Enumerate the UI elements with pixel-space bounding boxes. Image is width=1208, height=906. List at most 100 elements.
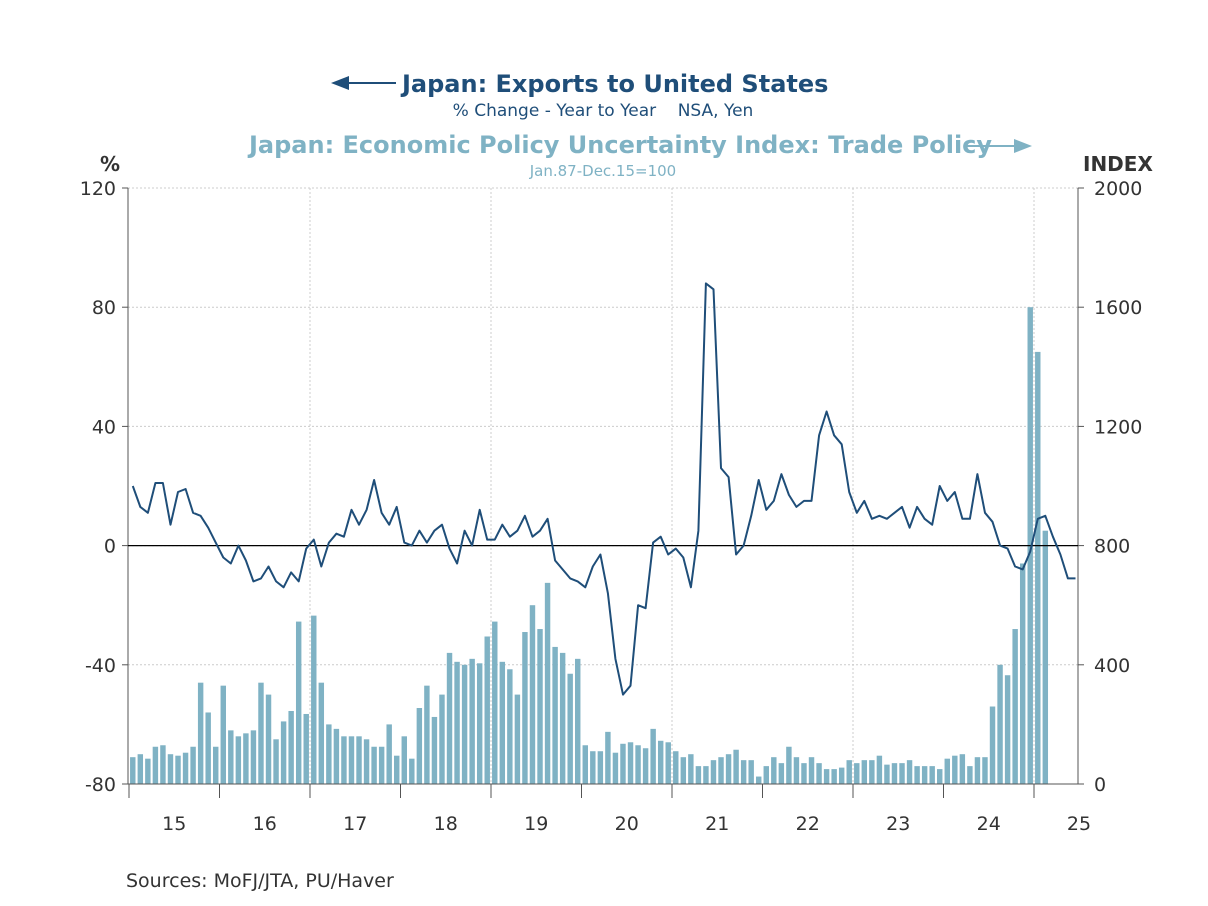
uncertainty-bar [213, 746, 219, 784]
uncertainty-bar [808, 757, 815, 784]
uncertainty-bar [801, 763, 807, 784]
uncertainty-bar [959, 754, 966, 784]
uncertainty-bar [899, 763, 905, 784]
uncertainty-bar [725, 754, 732, 784]
right-tick-label: 2000 [1094, 178, 1142, 200]
right-series-title: Japan: Economic Policy Uncertainty Index… [247, 131, 992, 159]
left-tick-label: -80 [85, 774, 116, 796]
x-tick-label: 23 [886, 813, 910, 835]
left-tick-label: 0 [104, 536, 116, 558]
right-arrow-head-icon [1014, 139, 1032, 153]
uncertainty-bar [627, 742, 634, 784]
uncertainty-bar [537, 629, 543, 784]
uncertainty-bar [718, 757, 724, 784]
uncertainty-bar [167, 754, 174, 784]
uncertainty-bar [363, 739, 370, 784]
uncertainty-bar [989, 706, 996, 784]
uncertainty-bar [582, 745, 588, 784]
right-axis-ticks: 2000 1600 1200 800 400 0 [1078, 178, 1142, 796]
left-series-subtitle: % Change - Year to Year NSA, Yen [453, 101, 754, 121]
x-tick-label: 25 [1067, 813, 1091, 835]
uncertainty-bar [884, 764, 890, 784]
uncertainty-bar [386, 724, 392, 784]
uncertainty-bar [590, 751, 596, 784]
uncertainty-bar [838, 767, 845, 784]
left-tick-label: 80 [92, 297, 116, 319]
uncertainty-bar [756, 776, 762, 784]
uncertainty-bar [507, 669, 513, 784]
uncertainty-bar [175, 755, 181, 784]
uncertainty-bar [937, 769, 943, 784]
uncertainty-bar [891, 763, 898, 784]
uncertainty-bar [529, 605, 536, 784]
uncertainty-bar [499, 661, 506, 784]
right-tick-label: 1600 [1094, 297, 1142, 319]
exports-line [131, 282, 1076, 696]
uncertainty-bar [1035, 351, 1041, 784]
uncertainty-bar [929, 766, 935, 784]
uncertainty-bar [401, 736, 407, 784]
uncertainty-bar [378, 746, 385, 784]
uncertainty-bar [371, 746, 377, 784]
uncertainty-bar [446, 652, 453, 784]
uncertainty-bar [431, 716, 438, 784]
uncertainty-bar [492, 621, 498, 784]
uncertainty-bar [1019, 563, 1026, 784]
left-series-title: Japan: Exports to United States [400, 70, 828, 98]
uncertainty-bar [695, 766, 702, 784]
uncertainty-bar [974, 757, 981, 784]
uncertainty-bar [861, 760, 868, 784]
uncertainty-bar [635, 745, 641, 784]
uncertainty-bar [288, 710, 294, 784]
uncertainty-bar [748, 760, 754, 784]
uncertainty-bar [823, 769, 830, 784]
uncertainty-bar [733, 749, 739, 784]
uncertainty-bar [620, 743, 626, 784]
uncertainty-bar [476, 663, 483, 784]
uncertainty-bar [439, 694, 445, 784]
uncertainty-bar [771, 757, 777, 784]
uncertainty-bar [273, 739, 279, 784]
uncertainty-bar [130, 757, 136, 784]
uncertainty-bar [597, 751, 604, 784]
right-axis-unit: INDEX [1083, 152, 1153, 176]
uncertainty-bar [944, 758, 950, 784]
uncertainty-bar [197, 682, 204, 784]
uncertainty-bar [559, 652, 566, 784]
uncertainty-bar [522, 632, 528, 784]
uncertainty-bar [831, 769, 837, 784]
uncertainty-bar [326, 724, 332, 784]
uncertainty-bar [906, 760, 913, 784]
uncertainty-bar [265, 694, 272, 784]
uncertainty-bar [688, 754, 694, 784]
uncertainty-bar [416, 708, 423, 784]
x-tick-label: 21 [705, 813, 729, 835]
uncertainty-bar [137, 754, 144, 784]
uncertainty-bar [409, 758, 415, 784]
right-series-title-group: Japan: Economic Policy Uncertainty Index… [247, 131, 1032, 180]
uncertainty-bar [575, 658, 581, 784]
uncertainty-bar [952, 755, 958, 784]
uncertainty-bar [921, 766, 928, 784]
uncertainty-bar [424, 685, 430, 784]
left-axis-ticks: 120 80 40 0 -40 -80 [80, 178, 128, 796]
uncertainty-bar [160, 745, 166, 784]
uncertainty-bar [778, 763, 785, 784]
line-series [131, 282, 1076, 696]
x-tick-label: 15 [162, 813, 186, 835]
uncertainty-bar [914, 766, 920, 784]
uncertainty-bar [710, 760, 717, 784]
uncertainty-bar [341, 736, 347, 784]
right-tick-label: 800 [1094, 536, 1130, 558]
uncertainty-bar [295, 621, 302, 784]
uncertainty-bar [190, 746, 196, 784]
uncertainty-bar [514, 694, 521, 784]
left-tick-label: 120 [80, 178, 116, 200]
x-tick-label: 24 [977, 813, 1001, 835]
uncertainty-bar [1042, 530, 1049, 784]
uncertainty-bar [876, 755, 883, 784]
left-tick-label: -40 [85, 655, 116, 677]
left-series-title-group: Japan: Exports to United States % Change… [331, 70, 828, 121]
source-note: Sources: MoFJ/JTA, PU/Haver [126, 870, 394, 892]
